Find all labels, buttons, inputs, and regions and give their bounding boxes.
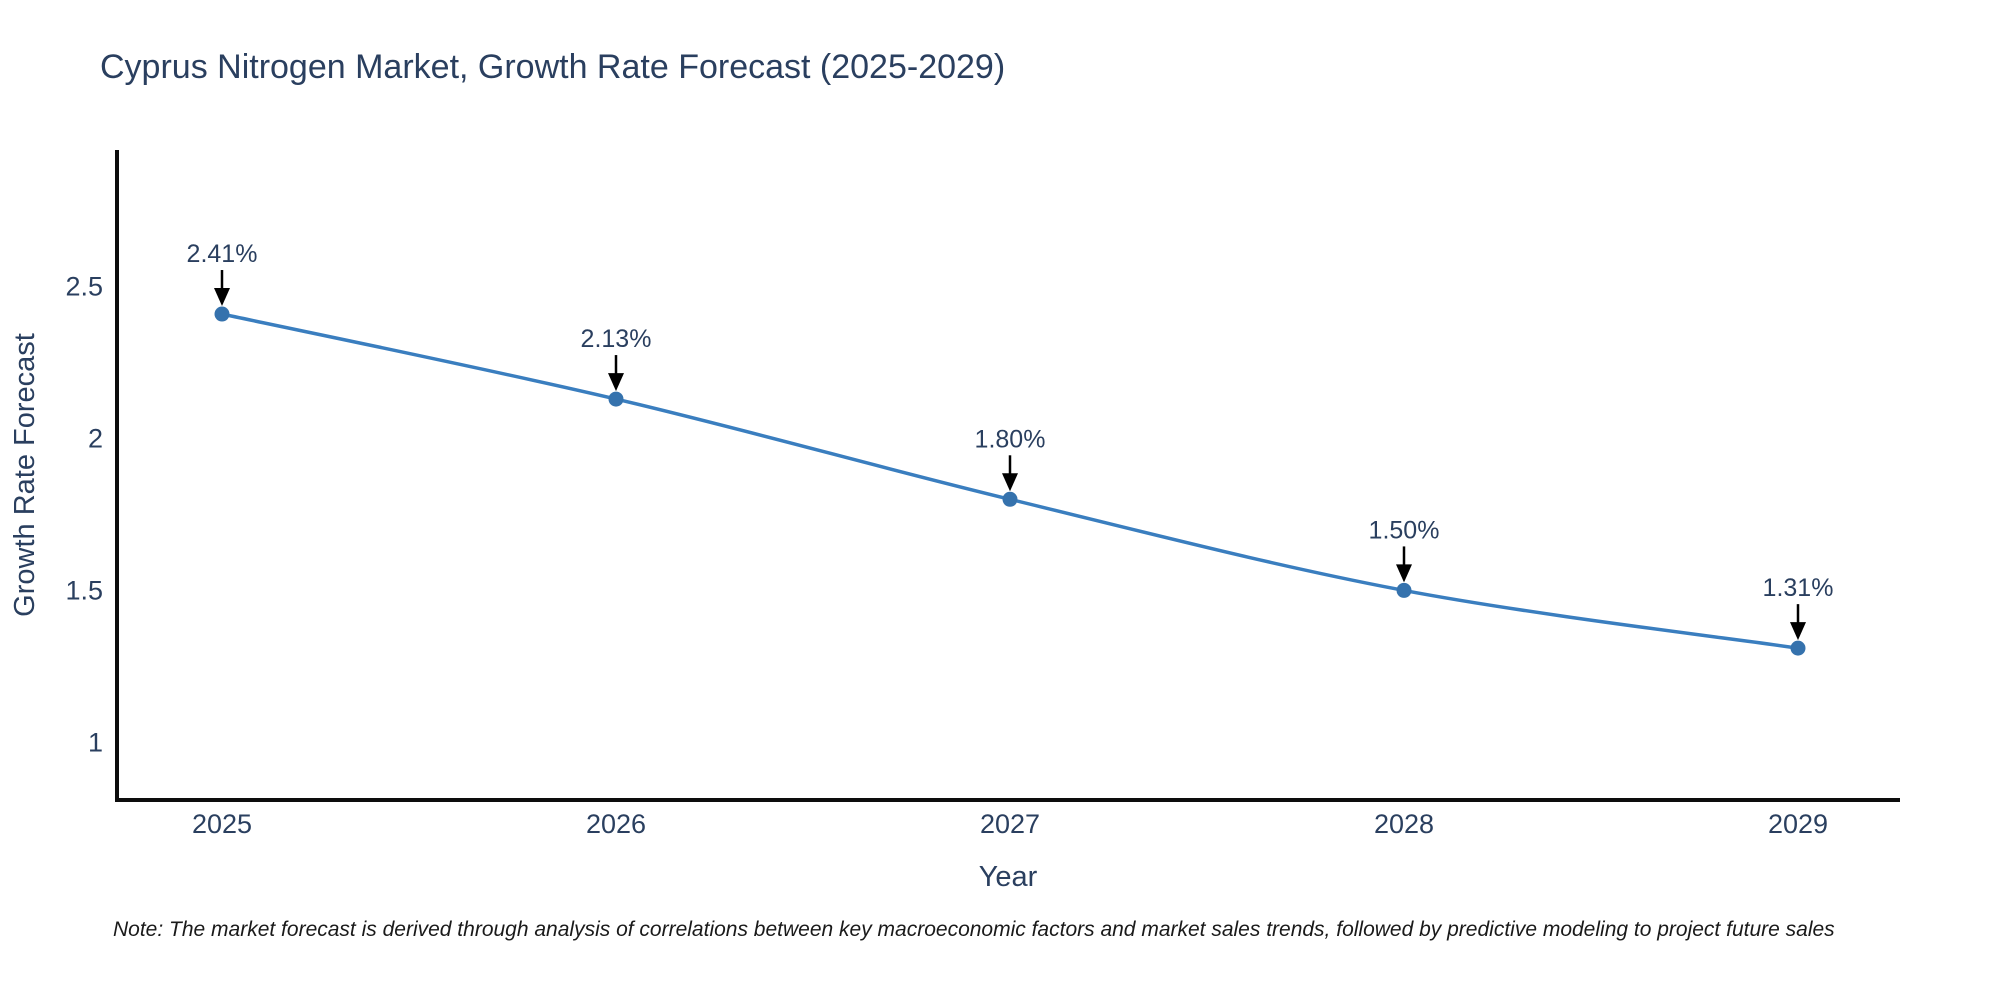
y-axis-title: Growth Rate Forecast — [9, 333, 41, 617]
data-point-marker — [214, 306, 230, 322]
x-tick-label: 2026 — [586, 809, 646, 839]
annotation-arrow-head — [1790, 622, 1806, 641]
point-value-label: 2.13% — [581, 325, 652, 353]
point-value-label: 2.41% — [187, 240, 258, 268]
x-tick-label: 2028 — [1374, 809, 1434, 839]
annotation-arrow-head — [1002, 473, 1018, 492]
annotation-layer: 2.41% 2.13% 1.80% 1.50% 1.31% — [187, 240, 1834, 641]
footnote: Note: The market forecast is derived thr… — [113, 918, 1835, 941]
data-point-marker — [1396, 582, 1412, 598]
point-value-label: 1.31% — [1763, 574, 1834, 602]
point-value-label: 1.50% — [1369, 516, 1440, 544]
x-tick-label: 2029 — [1768, 809, 1828, 839]
point-value-label: 1.80% — [975, 425, 1046, 453]
y-tick-label: 1 — [88, 727, 103, 757]
annotation-arrow-head — [1396, 564, 1412, 583]
y-tick-label: 2.5 — [65, 272, 103, 302]
y-tick-label: 2 — [88, 424, 103, 454]
data-point-marker — [1002, 491, 1018, 507]
x-tick-label: 2025 — [192, 809, 252, 839]
x-axis-title: Year — [979, 861, 1038, 893]
x-tick-label: 2027 — [980, 809, 1040, 839]
annotation-arrow-head — [214, 288, 230, 307]
axes-layer: 1 1.5 2 2.5 2025 2026 2027 2028 2029 — [65, 150, 1900, 839]
y-tick-label: 1.5 — [65, 575, 103, 605]
series-layer — [214, 306, 1806, 656]
data-point-marker — [608, 391, 624, 407]
annotation-arrow-head — [608, 373, 624, 392]
data-point-marker — [1790, 640, 1806, 656]
chart-title: Cyprus Nitrogen Market, Growth Rate Fore… — [100, 48, 1006, 86]
